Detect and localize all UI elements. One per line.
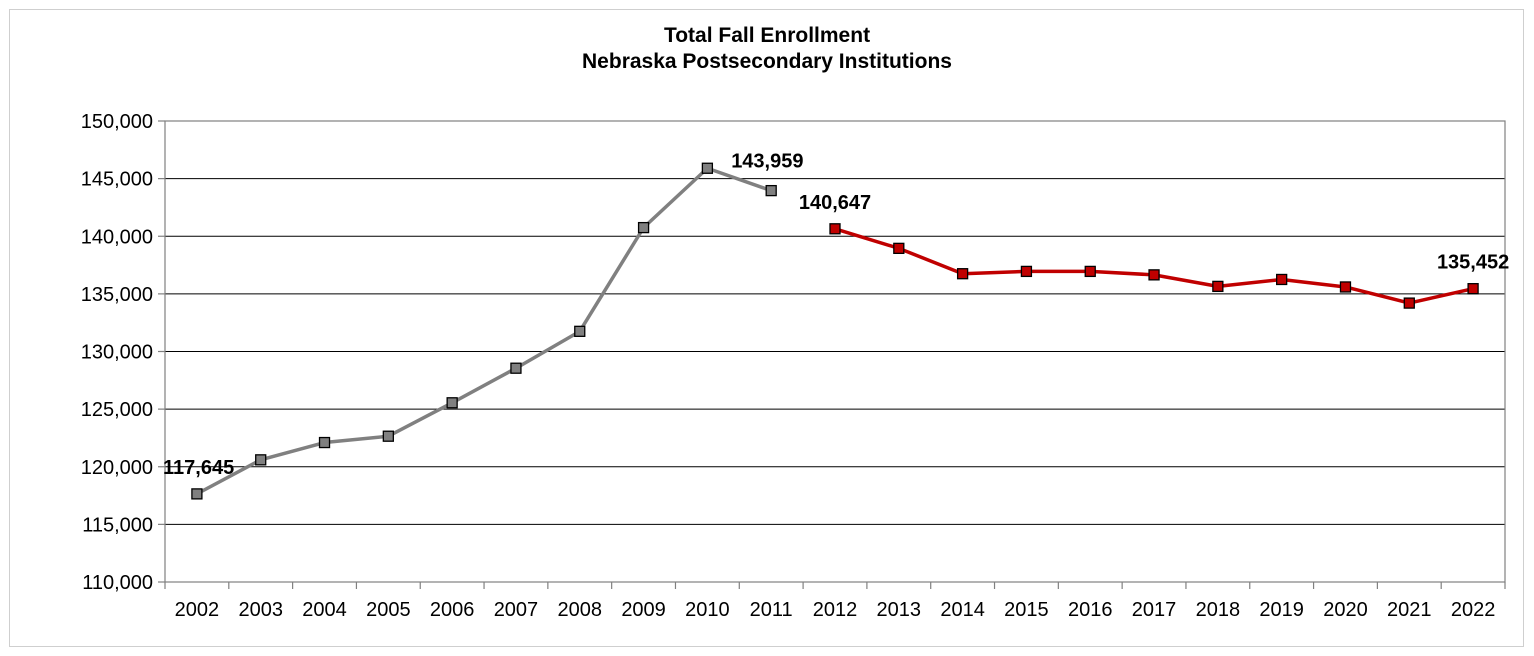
x-tick-label: 2012 [813, 599, 858, 621]
data-label: 135,452 [1437, 252, 1509, 274]
data-point [956, 268, 969, 280]
data-point [637, 221, 650, 234]
data-point [829, 223, 841, 235]
x-tick-label: 2016 [1068, 599, 1113, 621]
data-label: 143,959 [731, 151, 803, 173]
x-tick-label: 2008 [558, 599, 603, 621]
data-point [382, 430, 394, 442]
data-point [1276, 273, 1288, 286]
data-label: 140,647 [799, 192, 871, 214]
y-tick-label: 110,000 [82, 572, 153, 594]
data-point [1403, 297, 1415, 309]
y-tick-label: 150,000 [81, 111, 153, 133]
chart-frame [9, 9, 1524, 647]
data-labels: 117,645 143,959 140,647 135,452 [163, 151, 1509, 479]
data-point [574, 325, 586, 337]
x-tick-label: 2022 [1451, 599, 1496, 621]
gridlines [165, 178, 1505, 525]
x-tick-label: 2017 [1132, 599, 1177, 621]
data-point [1339, 281, 1352, 293]
x-tick-label: 2020 [1323, 599, 1368, 621]
data-point [446, 397, 458, 409]
y-tick-label: 115,000 [82, 514, 153, 536]
series-layer [191, 162, 1479, 500]
chart-title-block: Total Fall Enrollment Nebraska Postsecon… [0, 23, 1534, 75]
x-tick-label: 2013 [877, 599, 922, 621]
x-tick-label: 2003 [238, 599, 283, 621]
y-tick-label: 125,000 [81, 399, 153, 421]
x-tick-label: 2019 [1259, 599, 1304, 621]
x-tick-label: 2004 [302, 599, 347, 621]
x-tick-label: 2009 [621, 599, 666, 621]
y-tick-label: 120,000 [81, 457, 153, 479]
chart-title: Total Fall Enrollment [663, 24, 871, 47]
data-point [318, 436, 331, 449]
series-line [834, 227, 1474, 305]
x-tick-label: 2015 [1004, 599, 1049, 621]
data-point [1212, 280, 1224, 293]
data-point [191, 488, 203, 500]
x-tick-label: 2021 [1387, 599, 1432, 621]
data-label: 117,645 [163, 457, 234, 479]
x-axis: 2002 2003 2004 2005 2006 2007 2008 2009 2010 2011… [164, 582, 1506, 621]
x-tick-label: 2010 [685, 599, 730, 621]
data-point [1148, 269, 1160, 281]
y-axis: 110,000 115,000 120,000 125,000 130,000 135,0… [81, 111, 165, 594]
data-point [701, 162, 714, 174]
x-tick-label: 2018 [1196, 599, 1241, 621]
x-tick-label: 2014 [940, 599, 985, 621]
data-point [1020, 265, 1033, 278]
data-point [1467, 283, 1479, 295]
y-tick-label: 130,000 [81, 342, 153, 364]
x-tick-label: 2007 [494, 599, 539, 621]
y-tick-label: 135,000 [81, 284, 153, 306]
x-tick-label: 2005 [366, 599, 411, 621]
data-point [893, 242, 905, 255]
y-tick-label: 145,000 [81, 169, 153, 191]
data-point [510, 362, 522, 374]
x-tick-label: 2002 [175, 599, 220, 621]
chart-subtitle: Nebraska Postsecondary Institutions [582, 50, 952, 73]
y-tick-label: 140,000 [81, 226, 153, 248]
x-tick-label: 2011 [750, 599, 793, 621]
data-point [1084, 265, 1096, 278]
x-tick-label: 2006 [430, 599, 475, 621]
data-point [255, 454, 267, 466]
data-point [765, 184, 777, 197]
series-line [196, 166, 772, 496]
